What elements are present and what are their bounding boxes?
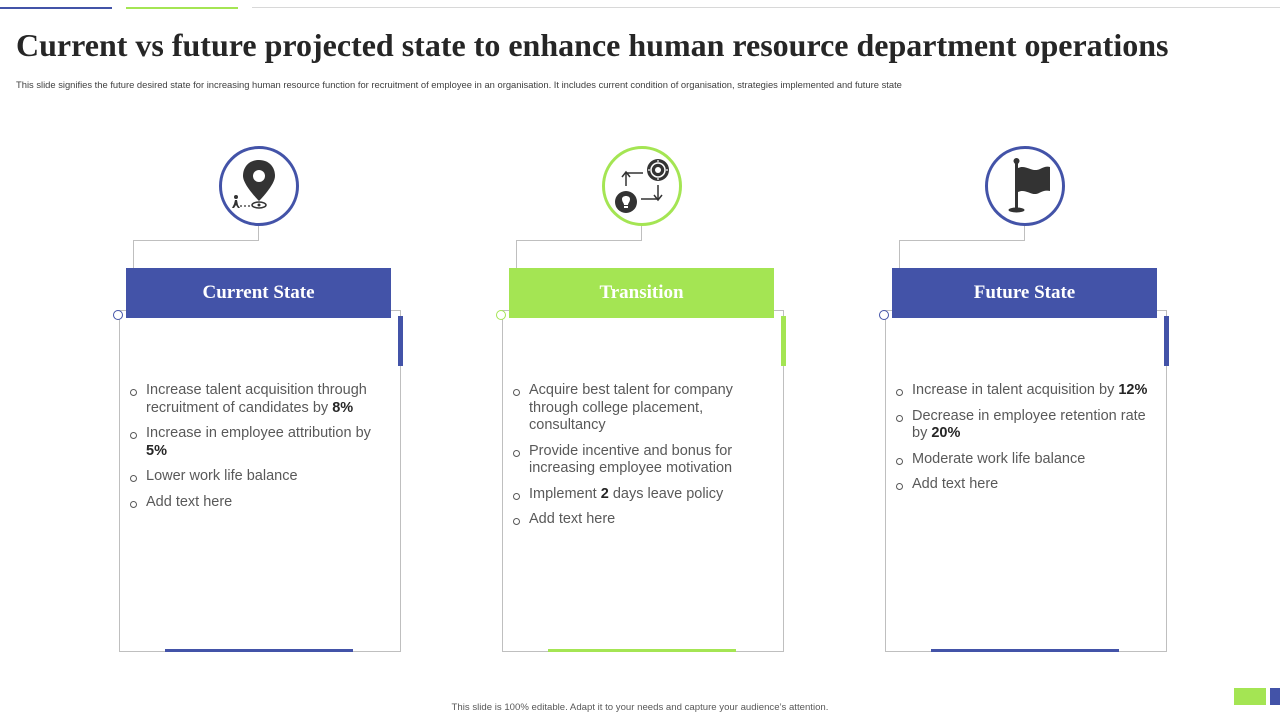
list-item: Add text here [513, 511, 773, 529]
list-item: Increase talent acquisition through recr… [130, 382, 390, 417]
list-item: Moderate work life balance [896, 451, 1156, 469]
slide-footer: This slide is 100% editable. Adapt it to… [451, 702, 829, 713]
list-item: Acquire best talent for company through … [513, 382, 773, 435]
current-state-bullets: Increase talent acquisition through recr… [130, 382, 390, 519]
connector-line [516, 240, 642, 241]
connector-line [133, 240, 259, 241]
future-state-card [885, 310, 1167, 652]
icon-circle [985, 146, 1065, 226]
flag-icon [1008, 158, 1050, 213]
transition-card [502, 310, 784, 652]
list-item: Decrease in employee retention rate by 2… [896, 408, 1156, 443]
connector-line [258, 226, 259, 241]
list-item: Implement 2 days leave policy [513, 486, 773, 504]
card-side-accent [781, 316, 786, 366]
corner-accent-green [1234, 688, 1266, 705]
connector-line [1024, 226, 1025, 241]
list-item: Add text here [896, 476, 1156, 494]
card-dot [113, 310, 123, 320]
transition-column: Transition Acquire best talent for compa… [493, 0, 793, 720]
top-accent-green [126, 7, 238, 9]
card-dot [879, 310, 889, 320]
future-state-bullets: Increase in talent acquisition by 12% De… [896, 382, 1156, 502]
list-item: Increase in talent acquisition by 12% [896, 382, 1156, 400]
slide-title: Current vs future projected state to enh… [16, 27, 1169, 63]
list-item: Lower work life balance [130, 468, 390, 486]
card-bottom-accent [931, 649, 1119, 652]
card-side-accent [398, 316, 403, 366]
corner-accent-blue [1270, 688, 1280, 705]
connector-line [899, 240, 1025, 241]
top-accent-blue [0, 7, 112, 9]
connector-line [641, 226, 642, 241]
icon-circle [602, 146, 682, 226]
current-state-column: Current State Increase talent acquisitio… [110, 0, 410, 720]
card-bottom-accent [165, 649, 353, 652]
list-item: Provide incentive and bonus for increasi… [513, 443, 773, 478]
card-side-accent [1164, 316, 1169, 366]
list-item: Increase in employee attribution by 5% [130, 425, 390, 460]
future-state-column: Future State Increase in talent acquisit… [876, 0, 1176, 720]
current-state-heading: Current State [126, 268, 391, 318]
card-bottom-accent [548, 649, 736, 652]
future-state-heading: Future State [892, 268, 1157, 318]
transition-bullets: Acquire best talent for company through … [513, 382, 773, 537]
location-pin-person-icon [232, 160, 275, 209]
top-accent-rule [252, 7, 1280, 8]
transition-heading: Transition [509, 268, 774, 318]
icon-circle [219, 146, 299, 226]
card-dot [496, 310, 506, 320]
idea-gear-cycle-icon [615, 159, 669, 213]
list-item: Add text here [130, 494, 390, 512]
slide-subtitle: This slide signifies the future desired … [16, 79, 902, 90]
current-state-card [119, 310, 401, 652]
